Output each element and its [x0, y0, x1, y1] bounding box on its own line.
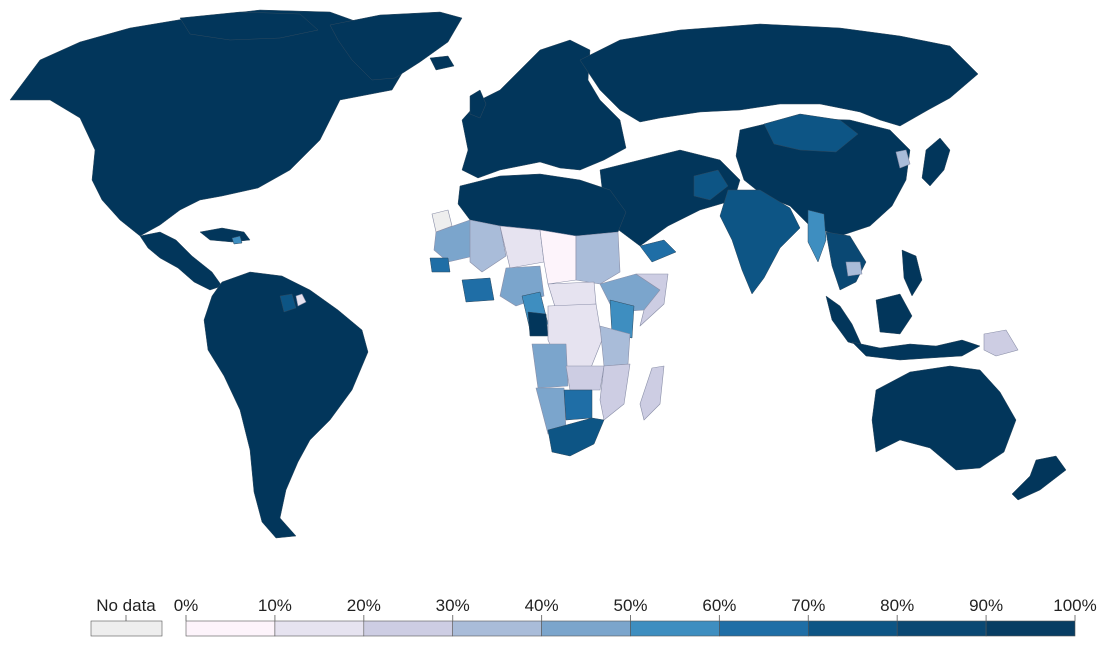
country-philippines[interactable]: [901, 249, 923, 297]
country-senegal[interactable]: [429, 257, 451, 273]
country-afghanistan[interactable]: [693, 169, 729, 201]
country-sudan[interactable]: [575, 231, 621, 285]
country-papua-new-guinea[interactable]: [983, 329, 1019, 357]
country-russia[interactable]: [579, 23, 979, 127]
country-haiti[interactable]: [231, 235, 243, 245]
country-arctic-islands[interactable]: [179, 11, 319, 41]
country-mauritania[interactable]: [433, 219, 475, 263]
country-chad[interactable]: [539, 229, 577, 285]
country-north-korea[interactable]: [895, 149, 911, 169]
country-greenland[interactable]: [329, 11, 463, 81]
country-western-sahara[interactable]: [431, 209, 453, 233]
country-kenya[interactable]: [609, 299, 635, 339]
country-se-asia[interactable]: [825, 231, 867, 291]
country-madagascar[interactable]: [639, 365, 665, 421]
country-botswana[interactable]: [563, 389, 593, 421]
country-somalia[interactable]: [635, 273, 669, 327]
country-australia[interactable]: [871, 365, 1017, 471]
country-niger[interactable]: [499, 225, 545, 269]
country-new-zealand[interactable]: [1011, 455, 1067, 501]
country-china[interactable]: [735, 117, 911, 237]
country-malaysia[interactable]: [825, 295, 863, 347]
country-myanmar[interactable]: [807, 209, 827, 263]
country-gabon[interactable]: [527, 311, 549, 337]
map-layer: [9, 9, 1067, 539]
country-mozambique[interactable]: [599, 363, 631, 421]
country-french-guiana[interactable]: [295, 293, 307, 307]
country-ghana-ivory[interactable]: [461, 277, 495, 303]
country-japan[interactable]: [921, 137, 951, 187]
country-zambia[interactable]: [565, 365, 605, 391]
country-south-africa[interactable]: [547, 417, 605, 457]
country-south-america[interactable]: [203, 271, 369, 539]
country-central-america[interactable]: [139, 231, 223, 291]
country-europe[interactable]: [461, 39, 627, 179]
country-iceland[interactable]: [429, 55, 455, 71]
country-caribbean[interactable]: [199, 227, 251, 243]
country-yemen[interactable]: [639, 239, 677, 263]
country-indonesia[interactable]: [851, 339, 981, 361]
country-uk[interactable]: [469, 89, 487, 119]
country-india[interactable]: [719, 189, 801, 295]
country-mali[interactable]: [469, 219, 507, 273]
country-borneo[interactable]: [875, 293, 913, 335]
country-angola[interactable]: [531, 343, 569, 389]
country-mongolia[interactable]: [763, 113, 859, 153]
country-guyana[interactable]: [279, 293, 297, 313]
country-middle-east[interactable]: [599, 149, 741, 247]
country-cambodia[interactable]: [845, 261, 863, 277]
